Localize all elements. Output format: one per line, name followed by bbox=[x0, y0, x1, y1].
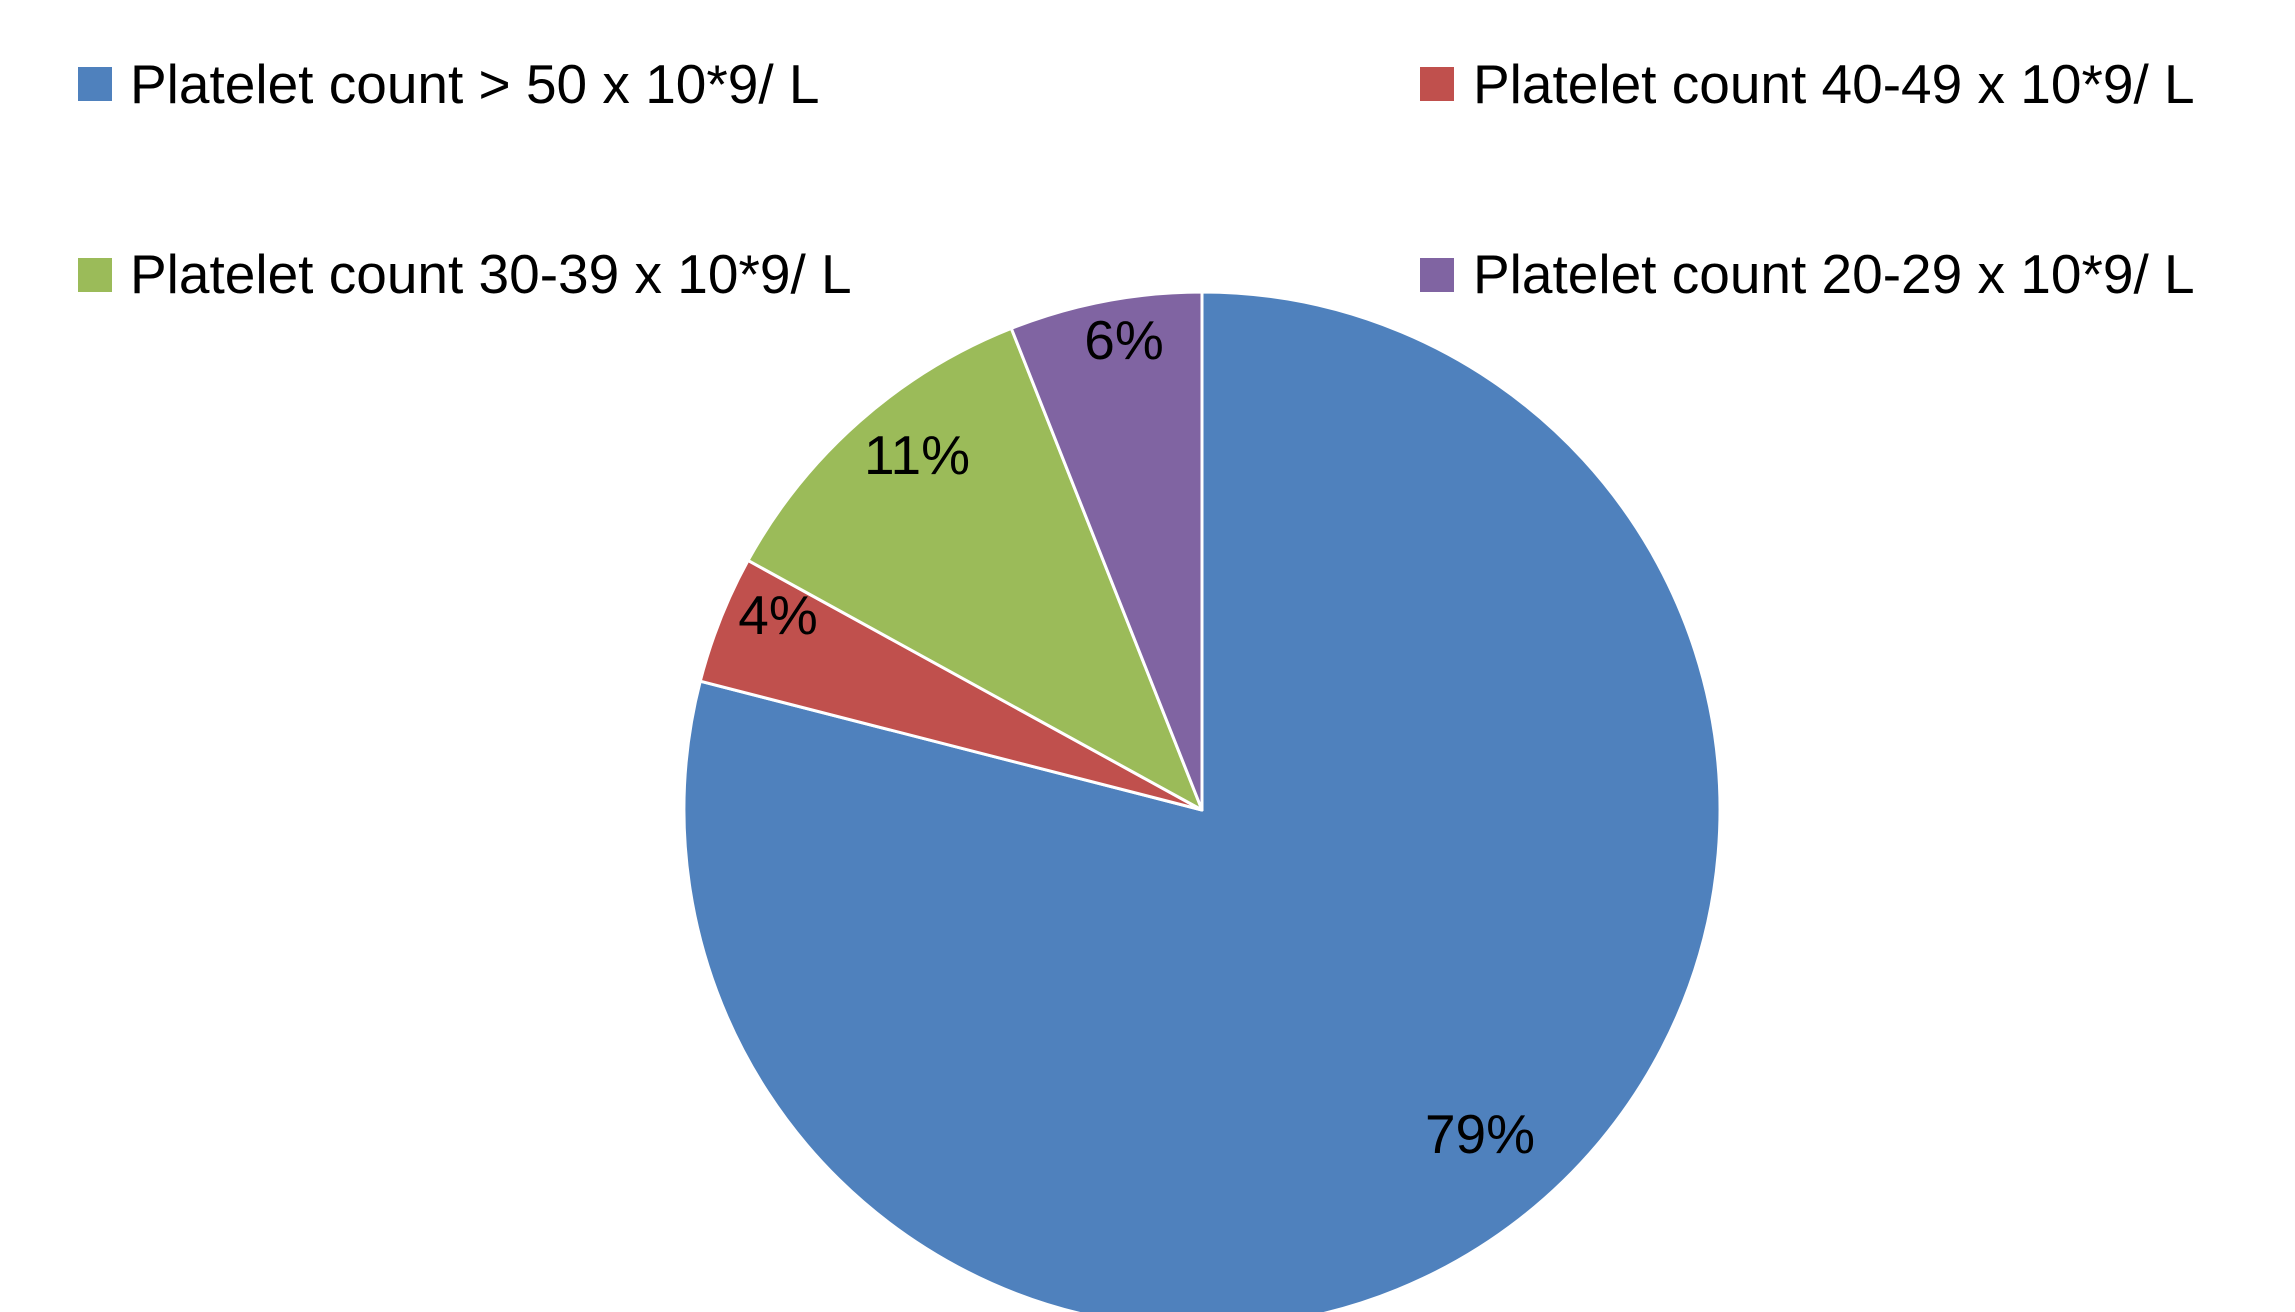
legend-label: Platelet count 40-49 x 10*9/ L bbox=[1473, 53, 2195, 115]
legend-label: Platelet count 30-39 x 10*9/ L bbox=[130, 243, 852, 305]
legend-item-20-29: Platelet count 20-29 x 10*9/ L bbox=[1420, 243, 2195, 305]
slice-30-39-label: 11% bbox=[864, 424, 970, 486]
slice-20-29 bbox=[1009, 290, 1204, 812]
legend: Platelet count > 50 x 10*9/ L Platelet c… bbox=[78, 53, 2195, 305]
legend-swatch bbox=[1420, 258, 1454, 292]
legend-label: Platelet count 20-29 x 10*9/ L bbox=[1473, 243, 2195, 305]
legend-label: Platelet count > 50 x 10*9/ L bbox=[130, 53, 820, 115]
legend-swatch bbox=[1420, 67, 1454, 101]
legend-item-30-39: Platelet count 30-39 x 10*9/ L bbox=[78, 243, 852, 305]
pie-slices bbox=[682, 290, 1722, 1312]
slice-20-29-label: 6% bbox=[1084, 309, 1164, 371]
legend-item-40-49: Platelet count 40-49 x 10*9/ L bbox=[1420, 53, 2195, 115]
slice-40-49-label: 4% bbox=[738, 584, 818, 646]
slice-over-50-label: 79% bbox=[1425, 1103, 1535, 1165]
slice-labels: 79% 4% 11% 6% bbox=[738, 309, 1535, 1165]
slice-30-39 bbox=[746, 326, 1204, 812]
legend-item-over-50: Platelet count > 50 x 10*9/ L bbox=[78, 53, 820, 115]
legend-swatch bbox=[78, 67, 112, 101]
legend-swatch bbox=[78, 258, 112, 292]
